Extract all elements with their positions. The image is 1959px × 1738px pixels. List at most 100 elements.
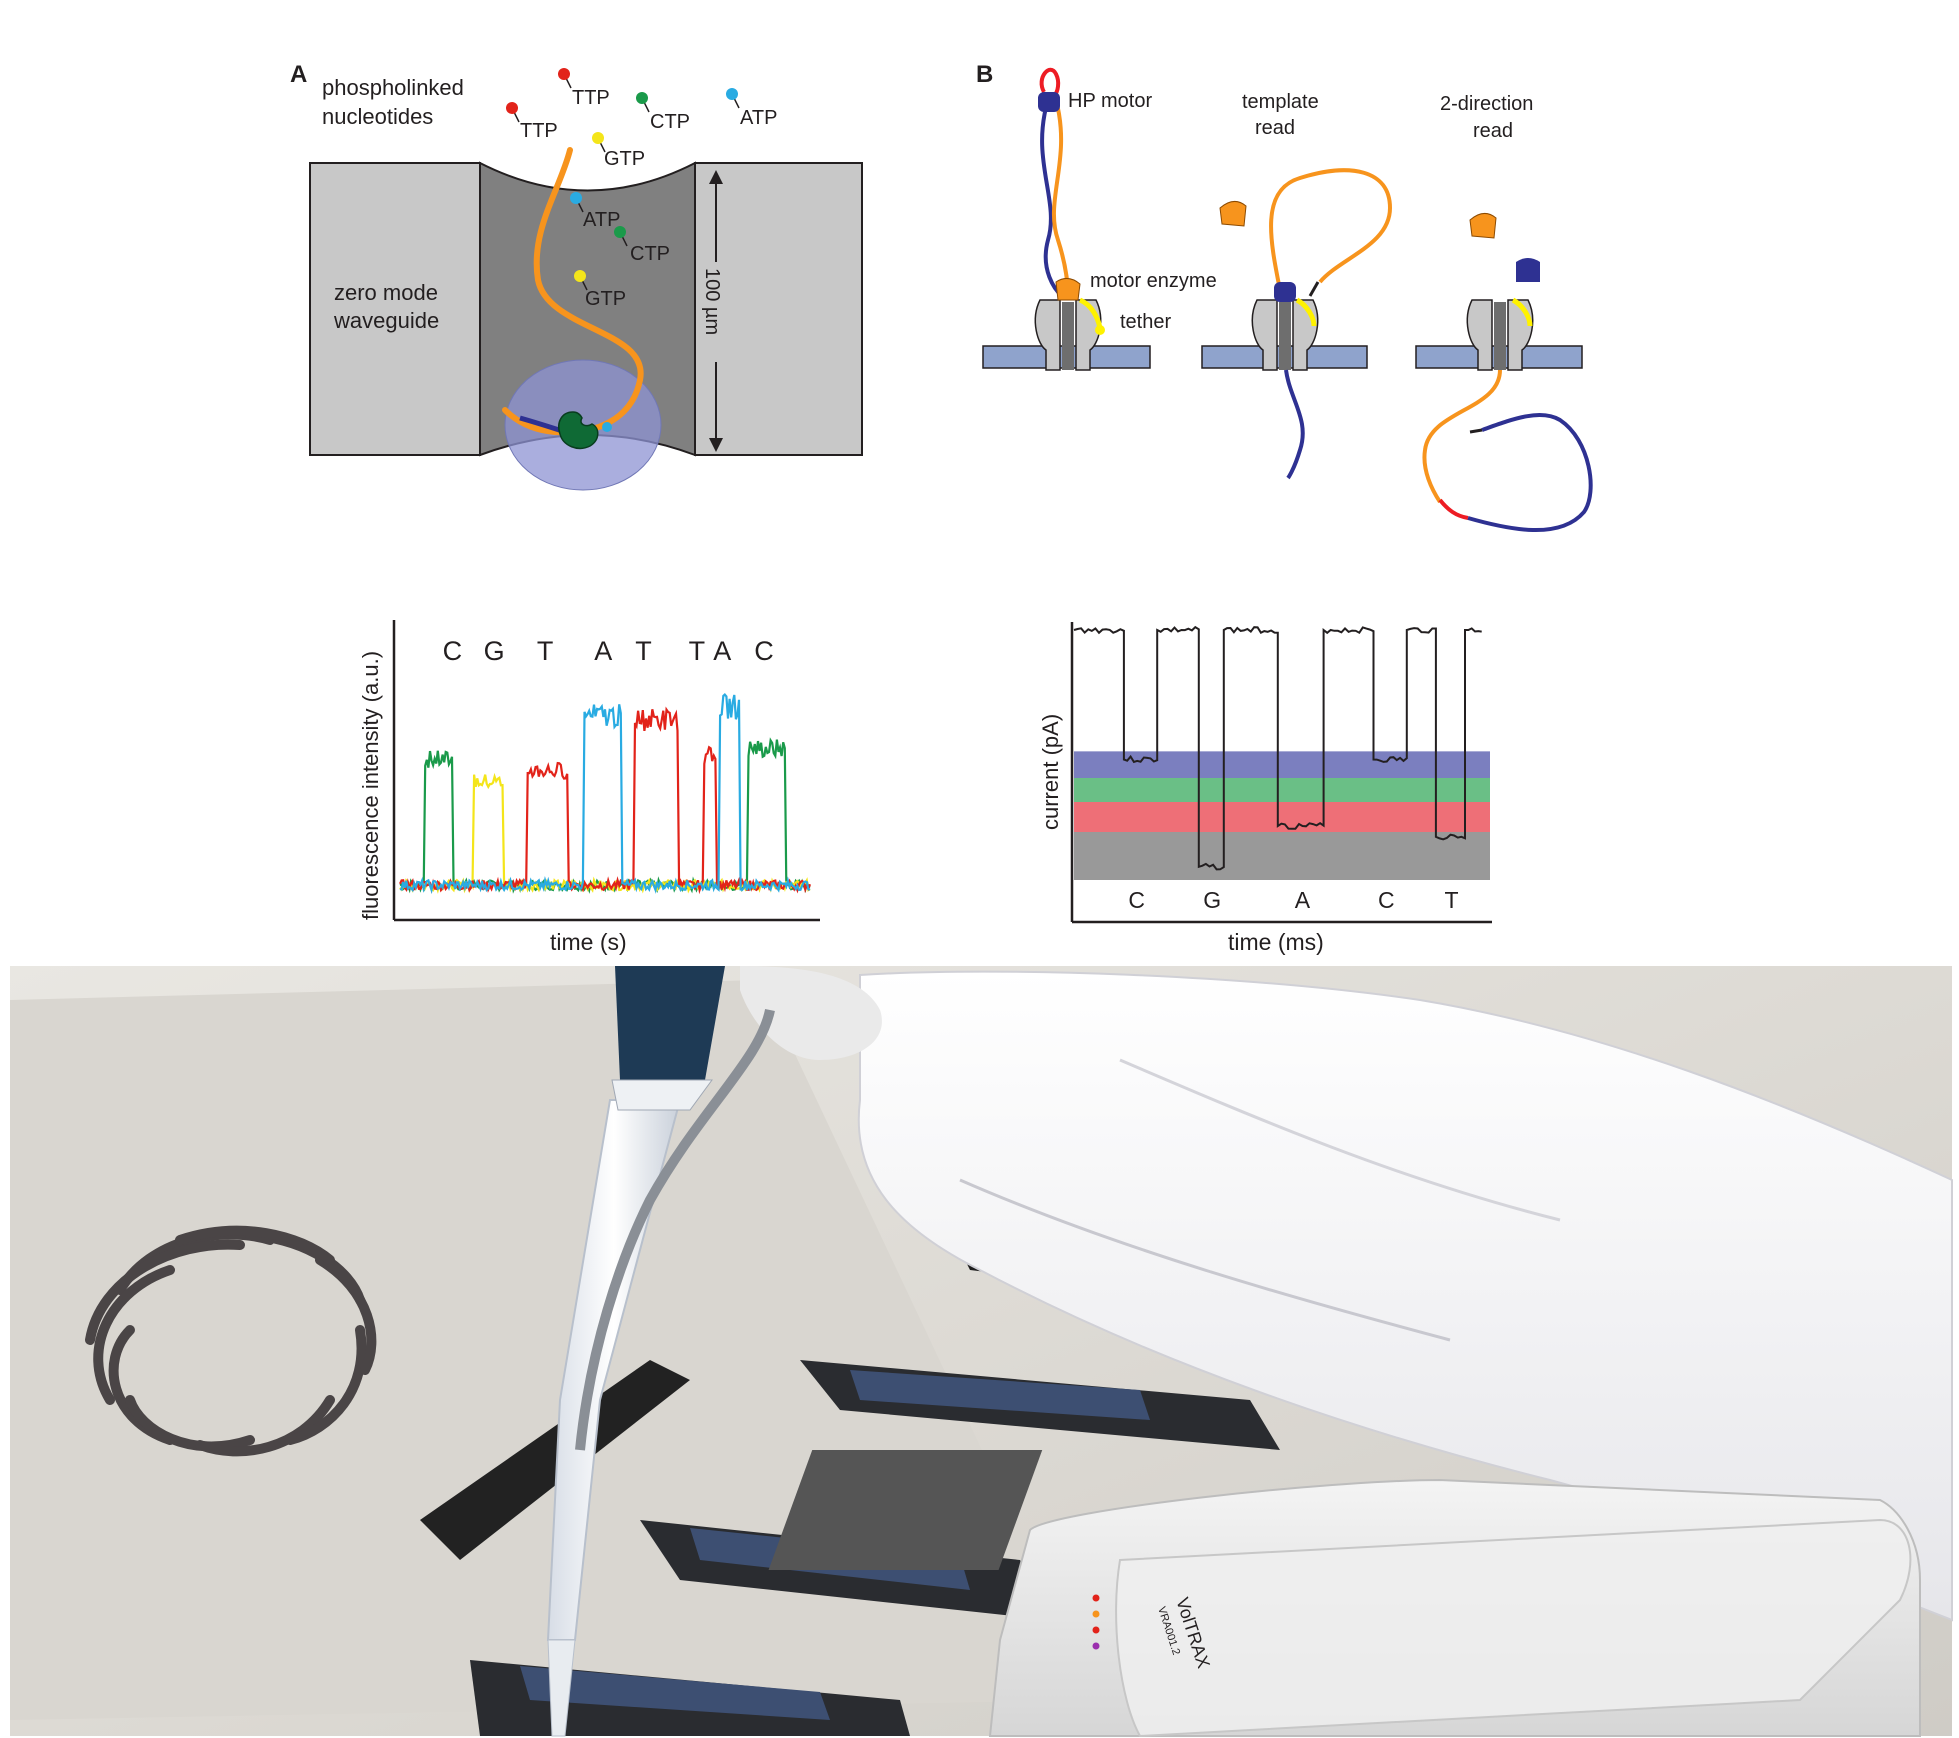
chart2-level-bands [1074, 751, 1490, 880]
gtp-marker-icon [574, 270, 586, 282]
strand-orange-3 [1422, 369, 1502, 504]
nucleotide-label: CTP [650, 111, 690, 133]
chart2-level-band [1074, 802, 1490, 832]
two-direction-label-line1: 2-direction [1440, 93, 1533, 115]
floating-motor-icon-3 [1469, 213, 1497, 239]
chart2-base-label: A [1295, 887, 1311, 913]
floating-hp-motor-icon-3 [1516, 258, 1540, 282]
chart1-peak-label: T [537, 636, 554, 666]
depth-label-mask [705, 262, 727, 362]
strand-orange-1 [1051, 99, 1070, 297]
chart2-trace [1073, 625, 1482, 871]
chart2-xlabel: time (ms) [1228, 929, 1324, 955]
template-read-label-line2: read [1255, 117, 1295, 139]
nucleotide-markers: TTP TTP CTP ATP GTP ATP CTP GTP [506, 68, 777, 310]
tether-label: tether [1120, 311, 1171, 333]
pipette-collar [611, 1079, 713, 1111]
chart1-xlabel: time (s) [550, 929, 627, 955]
depth-label: 100 µm [701, 268, 723, 335]
magnetic-swirl [85, 1225, 377, 1457]
chart2-base-label: C [1378, 887, 1395, 913]
gtp-marker-icon [592, 132, 604, 144]
chart1-peak-label: C [754, 636, 774, 666]
chart1-ylabel: fluorescence intensity (a.u.) [358, 651, 383, 920]
chart1-peak-label: G [484, 636, 505, 666]
dna-strand-orange [502, 147, 644, 436]
nucleotides-label-line1: phospholinked [322, 75, 464, 100]
nucleotide-label: TTP [572, 87, 610, 109]
ctp-marker-icon [614, 226, 626, 238]
tether-icon-2 [1295, 297, 1317, 327]
panel-b-letter: B [976, 61, 993, 88]
chart1-peak-label: A [713, 636, 731, 666]
chart1-series [399, 693, 812, 895]
waveguide-label-line1: zero mode [334, 280, 438, 305]
flow-cell [800, 1360, 1280, 1450]
atp-marker-icon [726, 88, 738, 100]
current-chart: current (pA) time (ms) C G A C T [1038, 622, 1492, 955]
tether-icon-3 [1511, 297, 1533, 327]
strand-blue-3 [1467, 412, 1593, 532]
panel-a: A phospholinked nucleotides 100 µm zero … [290, 61, 863, 491]
ctp-marker-icon [636, 92, 648, 104]
hairpin-loop [1039, 67, 1061, 98]
nucleotide-label: ATP [583, 209, 620, 231]
atp-marker-icon [570, 192, 582, 204]
nucleotides-label-line2: nucleotides [322, 104, 433, 129]
voltrax-cartridge [1115, 1518, 1912, 1738]
motor-enzyme-label: motor enzyme [1090, 270, 1217, 292]
depth-arrowhead-bottom [709, 438, 723, 452]
chart1-peak-label: A [594, 636, 612, 666]
hp-motor-icon-2 [1274, 282, 1296, 302]
pipette-tip [547, 1639, 576, 1737]
polymerase-icon [558, 411, 599, 450]
strand-tail-2 [1308, 281, 1320, 297]
ttp-marker-icon [558, 68, 570, 80]
hp-motor-icon [1038, 92, 1060, 112]
flow-cell [470, 1660, 910, 1736]
strand-red-3 [1438, 498, 1469, 520]
motor-enzyme-icon [1055, 278, 1081, 301]
floating-motor-icon-2 [1219, 201, 1247, 227]
chart2-base-label: T [1445, 887, 1459, 913]
hp-motor-label: HP motor [1068, 90, 1152, 112]
panel-a-letter: A [290, 61, 307, 88]
template-read-label-line1: template [1242, 91, 1319, 113]
chart2-ylabel: current (pA) [1038, 714, 1063, 830]
gloved-hand [740, 966, 882, 1060]
black-stand [420, 1360, 690, 1560]
coat-fold [959, 1178, 1451, 1342]
nucleotide-label: GTP [604, 148, 645, 170]
coat-fold [1119, 1058, 1561, 1222]
pipette-cap [615, 966, 725, 1080]
waveguide-label-line2: waveguide [333, 308, 439, 333]
strand-blue-1 [1040, 99, 1064, 298]
two-direction-label-line2: read [1473, 120, 1513, 142]
strand-blue-2 [1284, 369, 1305, 480]
fluorescence-chart: fluorescence intensity (a.u.) time (s) C… [358, 620, 820, 955]
polymerase-nucleotide-icon [602, 422, 612, 432]
tether-anchor-icon [1095, 325, 1105, 335]
nucleotide-label: GTP [585, 288, 626, 310]
sample-rack [768, 1450, 1043, 1570]
chart2-level-band [1074, 778, 1490, 802]
strand-orange-2 [1269, 168, 1393, 291]
status-leds [1092, 1594, 1100, 1650]
chart1-peak-label: T [635, 636, 652, 666]
strand-tail-3 [1469, 428, 1483, 434]
nucleotide-label: TTP [520, 120, 558, 142]
chart2-level-band [1074, 832, 1490, 880]
chart1-peak-label: C [443, 636, 463, 666]
nucleotide-label: CTP [630, 243, 670, 265]
pipette-ejector [575, 1008, 775, 1451]
chart1-series-line [399, 693, 811, 895]
chart2-level-band [1074, 751, 1490, 778]
chart2-base-label: G [1203, 887, 1221, 913]
ttp-marker-icon [506, 102, 518, 114]
lab-photo: VolTRAX VRA001.2 [10, 966, 1953, 1738]
depth-arrowhead-top [709, 170, 723, 184]
nucleotide-label: ATP [740, 107, 777, 129]
